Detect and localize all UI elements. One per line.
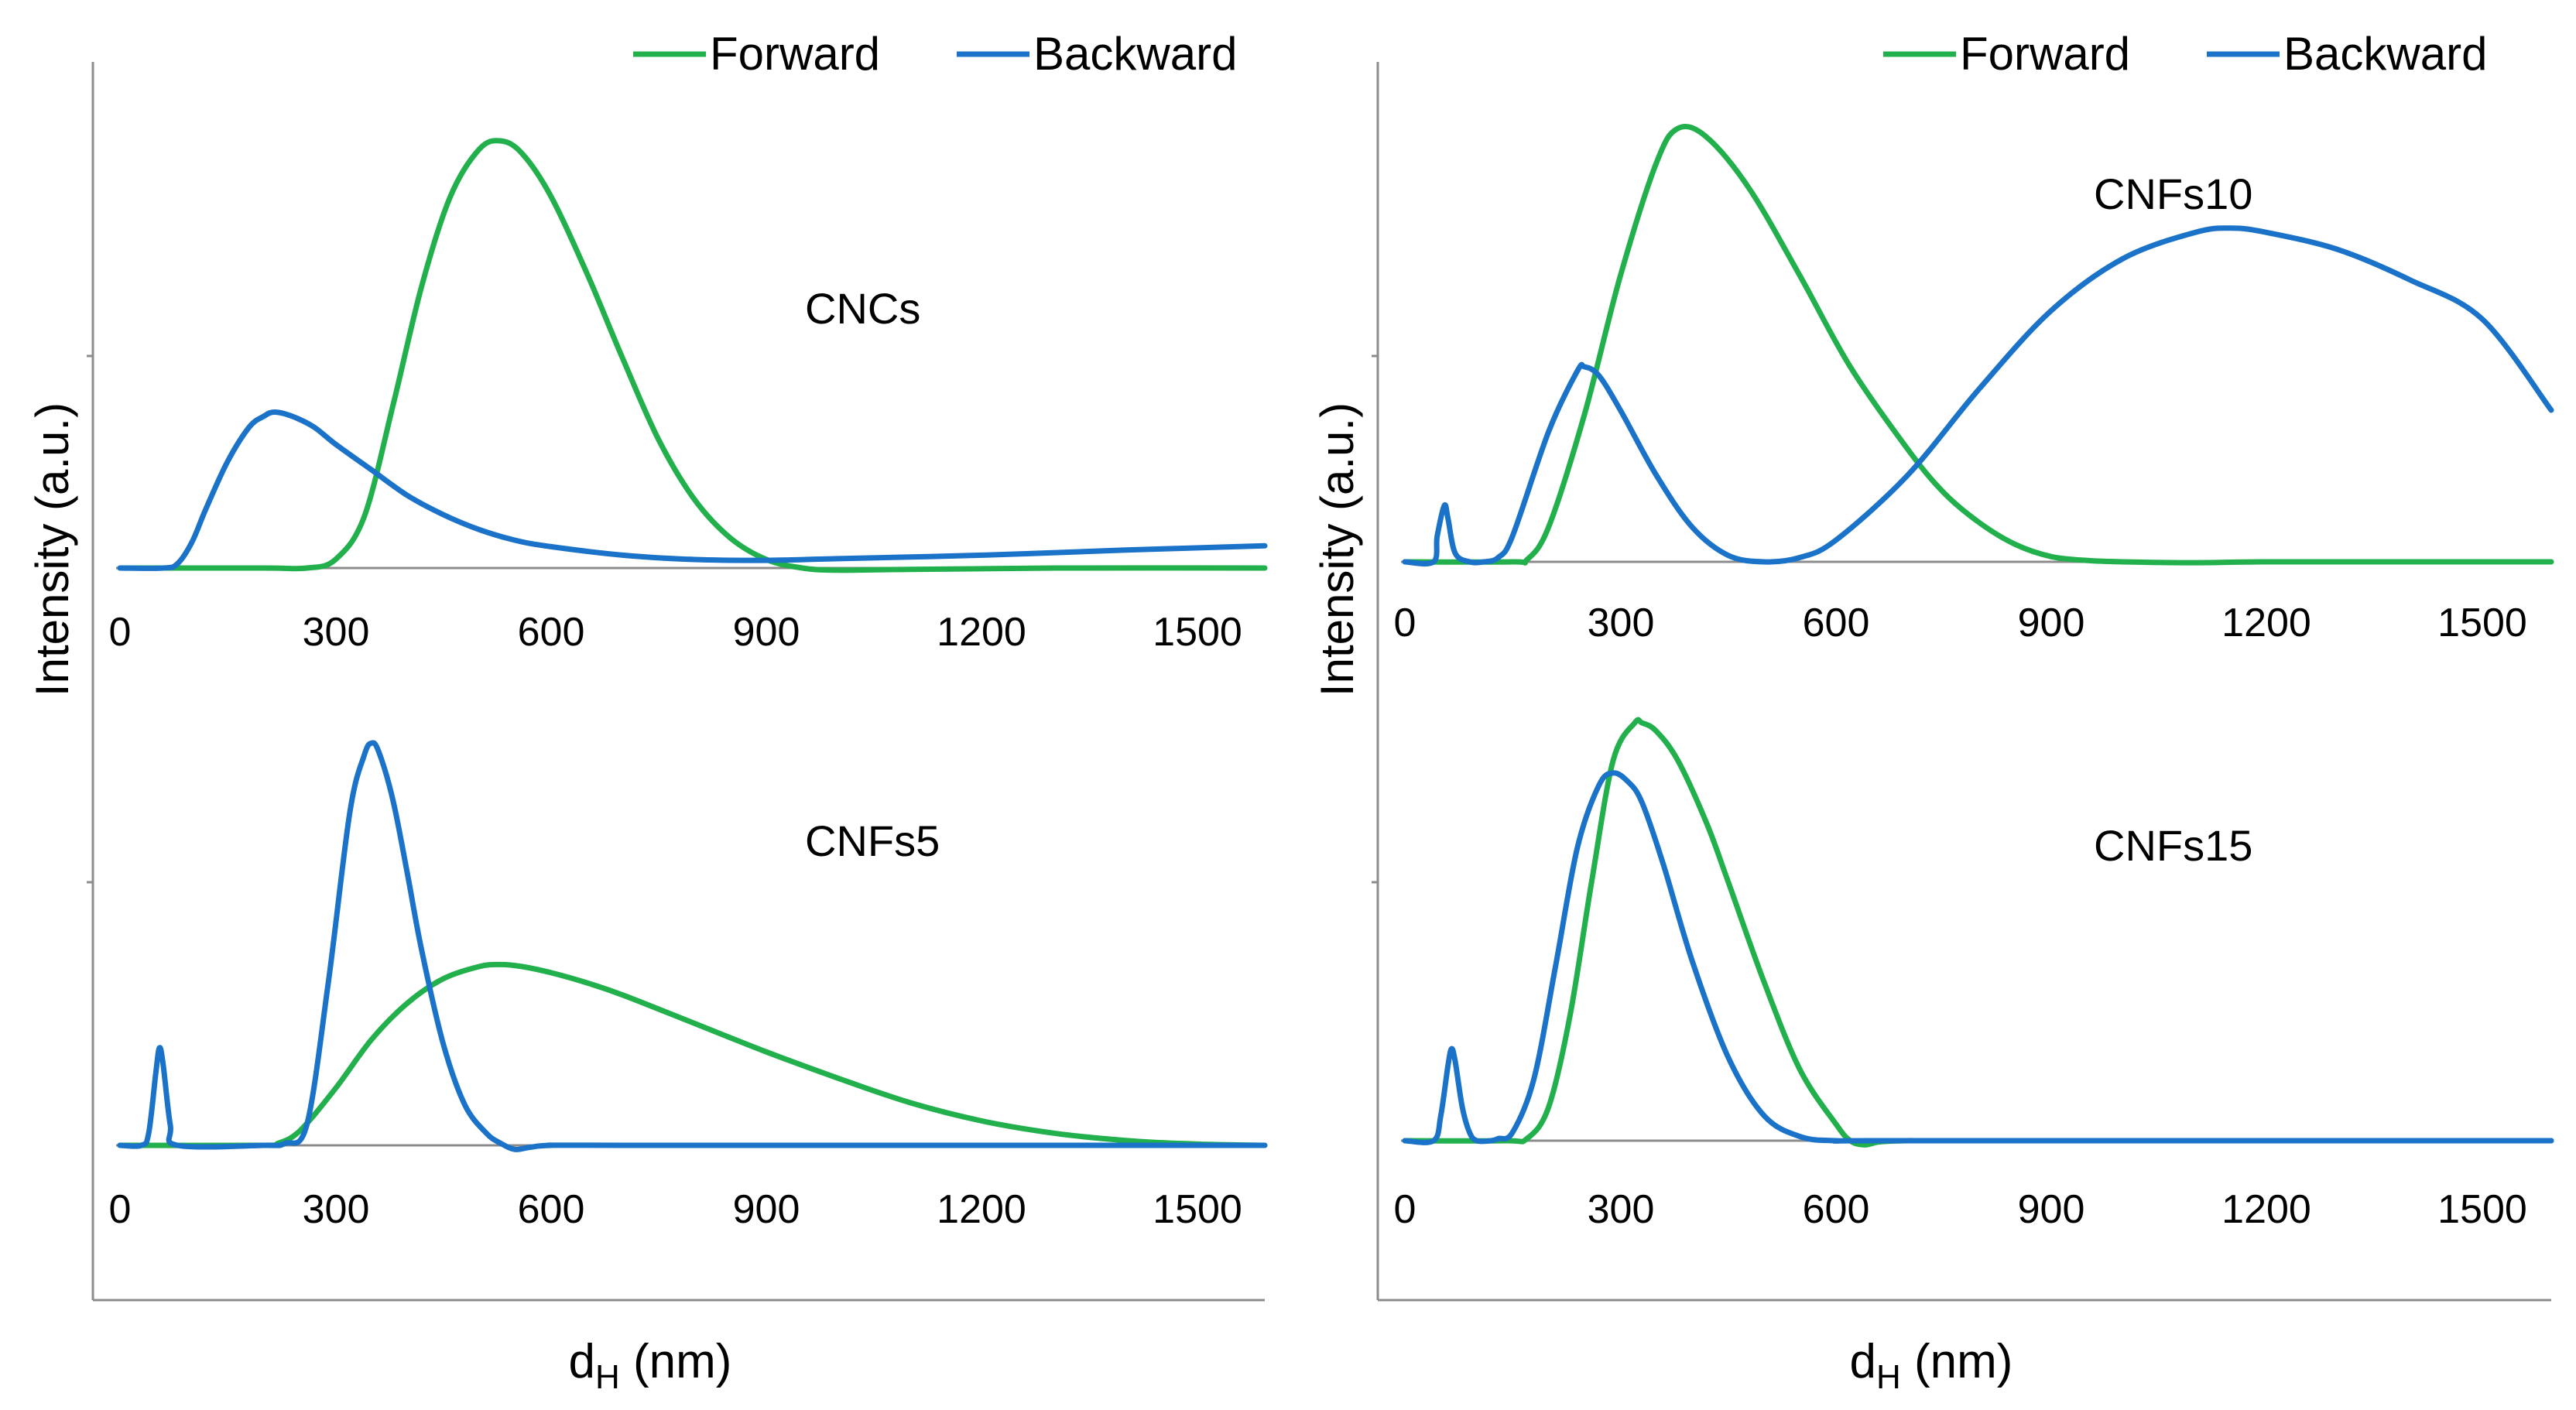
x-tick-label: 900: [2018, 1187, 2085, 1232]
right-y-axis-label: Intensity (a.u.): [1311, 402, 1363, 696]
x-ticks-cnfs10: 0 300 600 900 1200 1500: [1394, 601, 2527, 645]
x-tick-label: 0: [109, 1187, 132, 1232]
panel-cnfs5: CNFs5 0 300 600 900 1200 1500: [109, 740, 1268, 1232]
x-label-sub: H: [1876, 1358, 1901, 1396]
x-tick-label: 1500: [1153, 610, 1242, 655]
x-label-main: d: [1850, 1335, 1876, 1388]
x-tick-label: 1500: [1153, 1187, 1242, 1232]
series-forward-cnfs5: [117, 961, 1268, 1148]
x-label-sub: H: [595, 1358, 620, 1396]
left-y-axis-label: Intensity (a.u.): [26, 402, 78, 696]
x-tick-label: 300: [1588, 1187, 1655, 1232]
x-tick-label: 600: [518, 1187, 585, 1232]
x-tick-label: 1200: [937, 1187, 1026, 1232]
x-tick-label: 0: [1394, 601, 1416, 645]
legend-backward-label: Backward: [1033, 28, 1237, 80]
right-x-axis-label: dH (nm): [1850, 1335, 2013, 1396]
x-label-unit: (nm): [620, 1335, 732, 1388]
series-forward-cnfs15: [1402, 717, 2554, 1148]
panel-label-cnfs10: CNFs10: [2094, 169, 2252, 218]
x-tick-label: 900: [2018, 601, 2085, 645]
left-column: Forward Backward Intensity (a.u.) dH (nm…: [26, 28, 1268, 1396]
x-tick-label: 1500: [2437, 1187, 2527, 1232]
series-backward-cnfs15: [1402, 770, 2554, 1145]
x-tick-label: 0: [109, 610, 132, 655]
x-tick-label: 300: [1588, 601, 1655, 645]
series-backward-cnfs5: [117, 740, 1268, 1152]
series-forward-cncs: [117, 138, 1268, 573]
x-ticks-cnfs15: 0 300 600 900 1200 1500: [1394, 1187, 2527, 1232]
x-label-main: d: [569, 1335, 595, 1388]
x-tick-label: 300: [303, 1187, 370, 1232]
x-tick-label: 900: [733, 1187, 800, 1232]
panel-cncs: CNCs 0 300 600 900 1200 1500: [109, 138, 1268, 655]
x-ticks-cncs: 0 300 600 900 1200 1500: [109, 610, 1242, 655]
series-forward-cnfs10: [1402, 124, 2554, 566]
x-tick-label: 600: [518, 610, 585, 655]
x-tick-label: 1200: [2221, 1187, 2311, 1232]
x-tick-label: 300: [303, 610, 370, 655]
panel-label-cnfs15: CNFs15: [2094, 821, 2252, 870]
x-ticks-cnfs5: 0 300 600 900 1200 1500: [109, 1187, 1242, 1232]
left-legend: Forward Backward: [633, 28, 1237, 80]
right-legend: Forward Backward: [1883, 28, 2487, 80]
right-column: Forward Backward Intensity (a.u.) dH (nm…: [1311, 28, 2554, 1396]
legend-forward-label: Forward: [1960, 28, 2130, 80]
legend-backward-label: Backward: [2283, 28, 2487, 80]
x-tick-label: 1200: [937, 610, 1026, 655]
series-backward-cnfs10: [1402, 225, 2554, 566]
panel-cnfs15: CNFs15 0 300 600 900 1200 1500: [1394, 717, 2554, 1232]
panel-label-cnfs5: CNFs5: [805, 816, 940, 865]
panel-label-cncs: CNCs: [805, 284, 920, 333]
x-tick-label: 900: [733, 610, 800, 655]
x-tick-label: 600: [1803, 601, 1870, 645]
left-x-axis-label: dH (nm): [569, 1335, 732, 1396]
series-backward-cncs: [117, 409, 1268, 571]
x-tick-label: 600: [1803, 1187, 1870, 1232]
legend-forward-label: Forward: [710, 28, 880, 80]
x-label-unit: (nm): [1901, 1335, 2013, 1388]
x-tick-label: 1200: [2221, 601, 2311, 645]
x-tick-label: 1500: [2437, 601, 2527, 645]
x-tick-label: 0: [1394, 1187, 1416, 1232]
panel-cnfs10: CNFs10 0 300 600 900 1200 1500: [1394, 124, 2554, 645]
